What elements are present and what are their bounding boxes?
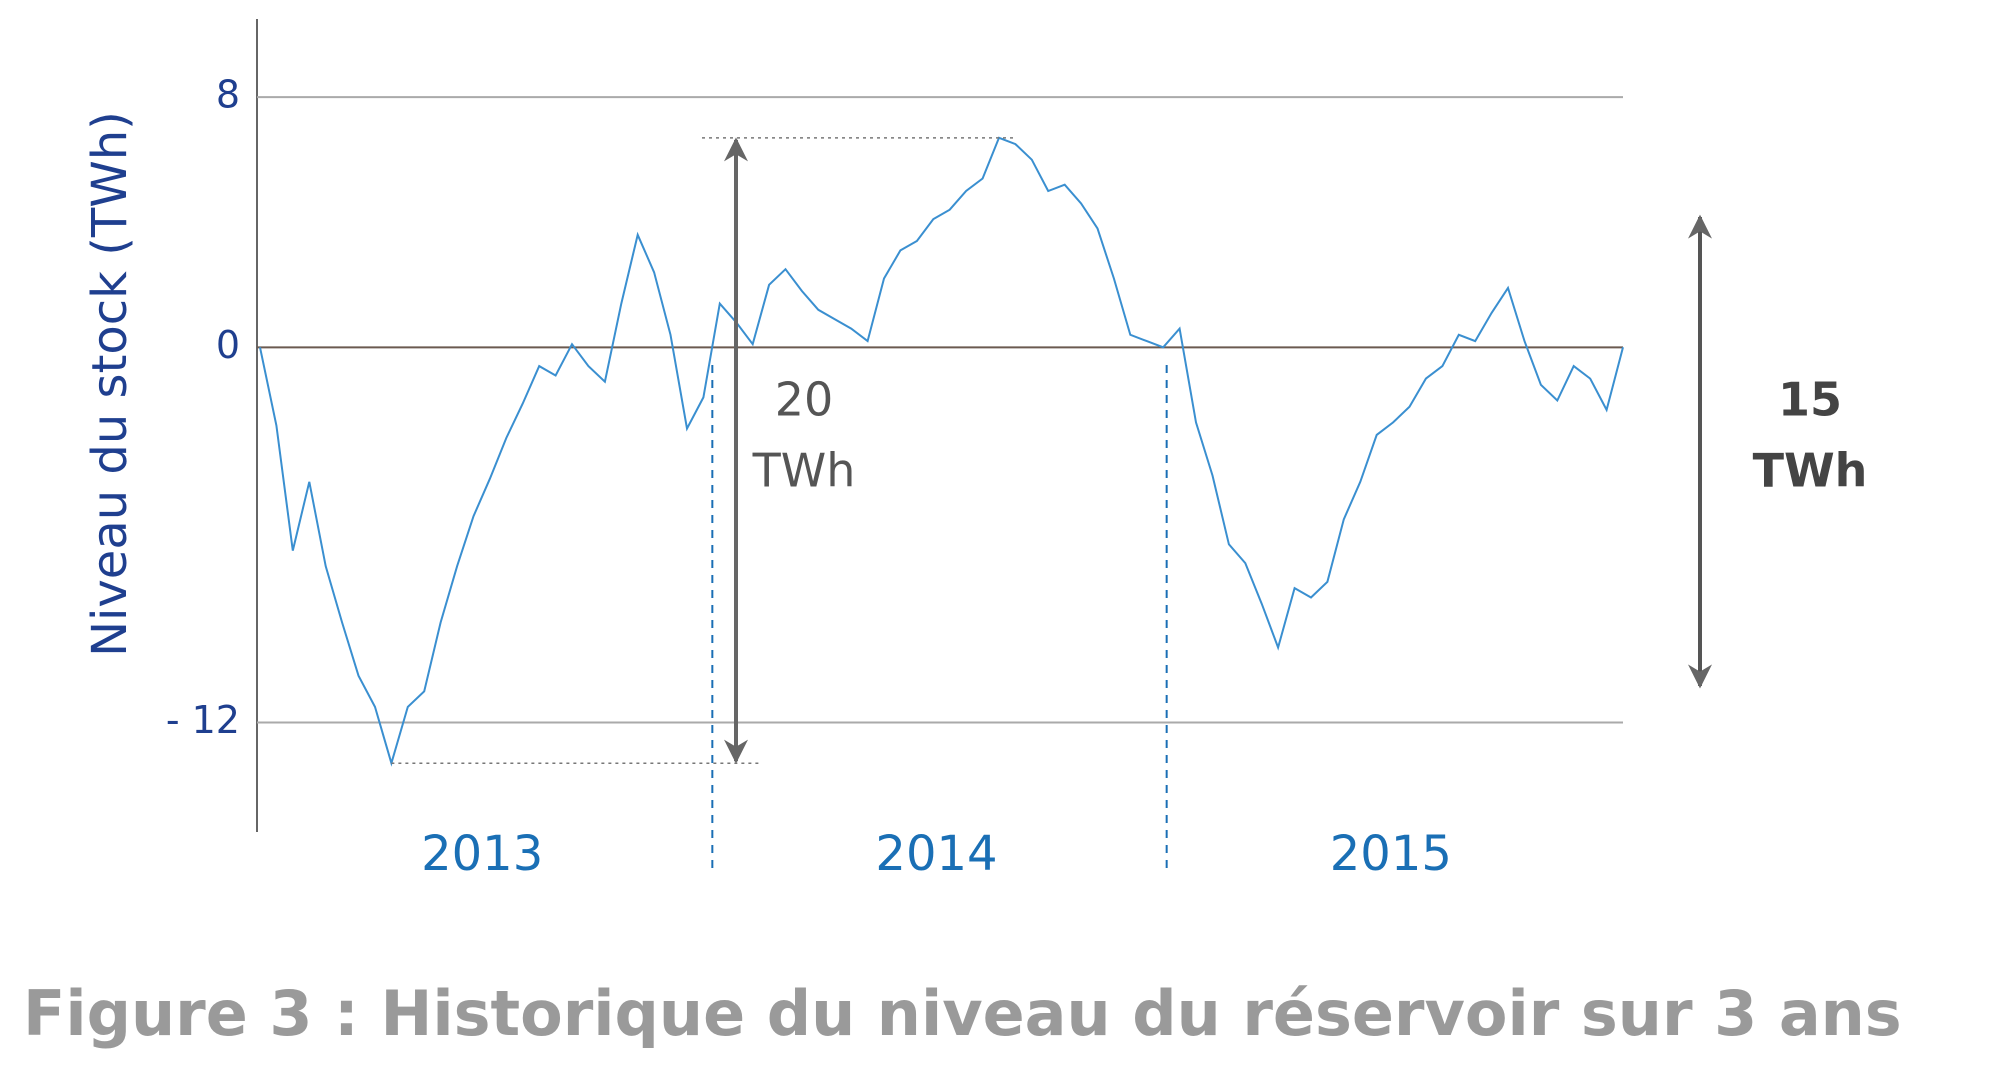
- figure-title: Figure 3 : Historique du niveau du réser…: [23, 977, 1902, 1050]
- span-unit: TWh: [752, 444, 856, 498]
- period-label: 2014: [875, 826, 997, 882]
- period-label: 2015: [1330, 826, 1452, 882]
- span-unit: TWh: [1753, 444, 1868, 498]
- series-line: [259, 136, 1624, 767]
- span-value: 20: [775, 373, 834, 427]
- period-label: 2013: [421, 826, 543, 882]
- y-axis-label: Niveau du stock (TWh): [82, 111, 138, 657]
- y-tick-label: - 12: [166, 698, 240, 742]
- span-value: 15: [1778, 373, 1842, 427]
- y-tick-label: 8: [216, 73, 240, 117]
- y-tick-label: 0: [216, 323, 240, 367]
